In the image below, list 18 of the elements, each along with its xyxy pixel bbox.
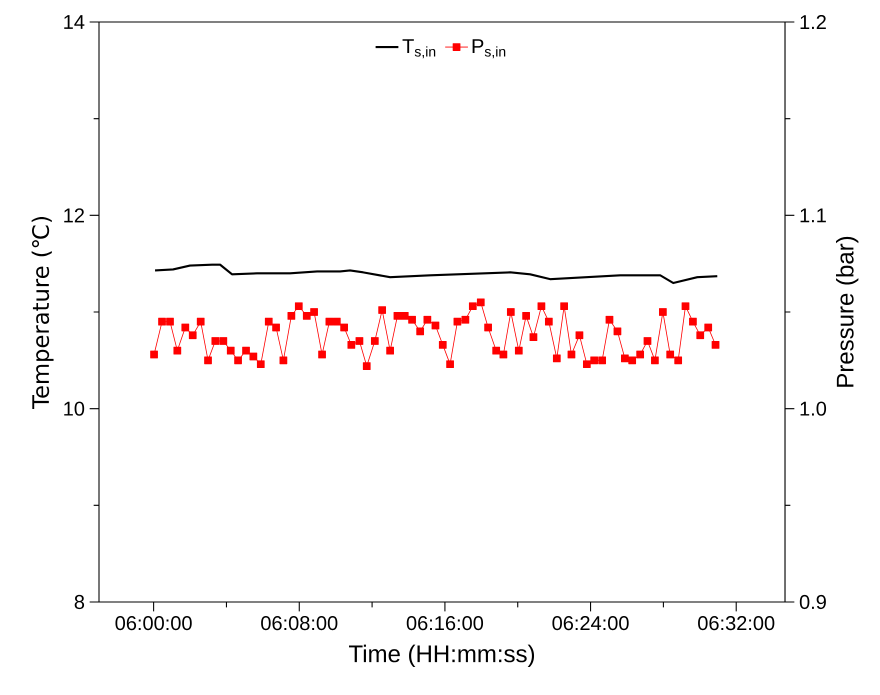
x-tick-label: 06:32:00 [698, 616, 774, 630]
y2-tick-label: 1.0 [800, 402, 826, 416]
legend-label: P$_{s,in}$ [472, 39, 506, 58]
x-axis-title: Time (HH:mm:ss) [349, 644, 534, 668]
y2-tick-label: 1.1 [800, 208, 826, 222]
x-tick-label: 06:00:00 [115, 616, 192, 630]
x-tick-label: 06:24:00 [552, 616, 629, 630]
y2-tick-label: 0.9 [800, 594, 826, 610]
x-tick-label: 06:16:00 [406, 616, 484, 630]
y-tick-label: 14 [64, 15, 84, 29]
y2-tick-label: 1.2 [800, 15, 826, 29]
y2-axis-title: Pressure (bar) [836, 236, 858, 387]
y-tick-label: 12 [64, 208, 84, 222]
y-axis-title: Temperature (℃) [32, 217, 54, 410]
legend-label: T$_{s,in}$ [402, 39, 436, 58]
y-tick-label: 10 [64, 402, 84, 416]
y-tick-label: 8 [74, 594, 84, 610]
x-tick-label: 06:08:00 [261, 616, 338, 630]
